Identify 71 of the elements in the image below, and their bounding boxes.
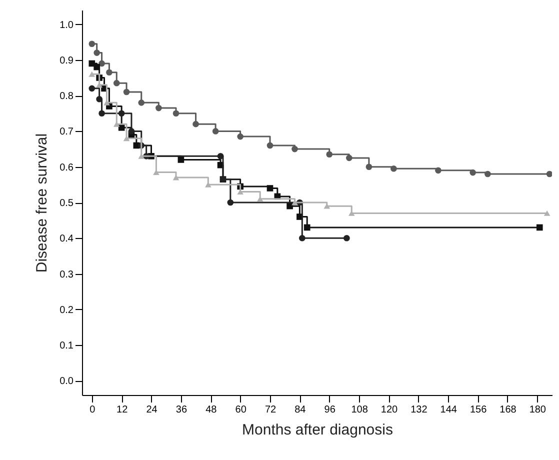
point: [178, 156, 184, 163]
point: [94, 64, 100, 70]
point: [346, 154, 352, 162]
point: [113, 80, 120, 86]
point: [192, 120, 199, 128]
y-tick-label: 0.0: [60, 376, 74, 388]
point: [88, 85, 96, 92]
point: [344, 234, 350, 242]
x-axis-title: Months after diagnosis: [242, 422, 393, 438]
point: [256, 196, 264, 202]
y-tick-label: 0.6: [60, 162, 74, 174]
x-tick-label: 84: [294, 404, 306, 416]
point: [326, 151, 333, 158]
point: [366, 164, 372, 170]
y-tick-label: 1.0: [60, 20, 74, 31]
x-tick-label: 24: [146, 404, 158, 416]
point: [88, 40, 96, 48]
point: [298, 234, 306, 242]
point: [546, 170, 552, 178]
point: [88, 71, 96, 77]
point: [536, 224, 543, 231]
x-tick-label: 60: [235, 404, 247, 416]
x-tick-label: 96: [324, 404, 336, 416]
point: [123, 88, 130, 96]
y-tick-label: 0.2: [60, 304, 74, 316]
x-tick-label: 144: [440, 404, 458, 416]
point: [212, 128, 219, 134]
point: [106, 69, 112, 76]
point: [470, 169, 476, 176]
y-tick-label: 0.3: [60, 269, 74, 280]
y-tick-label: 0.5: [60, 198, 74, 209]
x-tick-label: 156: [470, 404, 488, 416]
point: [544, 210, 550, 216]
point: [390, 165, 397, 172]
point: [237, 133, 244, 140]
x-tick-label: 12: [116, 404, 128, 416]
x-tick-label: 168: [500, 404, 517, 416]
point: [324, 203, 330, 209]
point: [217, 153, 224, 160]
x-tick-label: 36: [176, 404, 188, 416]
y-tick-label: 0.8: [60, 91, 74, 102]
x-tick-label: 72: [264, 404, 276, 416]
point: [304, 224, 310, 231]
point: [128, 128, 135, 134]
y-tick-label: 0.4: [60, 234, 74, 245]
point: [435, 167, 442, 174]
point: [172, 110, 180, 117]
point: [227, 199, 234, 206]
point: [98, 110, 105, 117]
point: [172, 174, 180, 180]
y-tick-label: 0.7: [60, 126, 74, 138]
point: [118, 110, 125, 117]
point: [96, 96, 102, 102]
point: [266, 185, 274, 192]
y-axis-title: Disease free survival: [34, 133, 51, 273]
point: [98, 60, 105, 67]
x-tick-label: 180: [529, 404, 546, 416]
point: [94, 50, 100, 56]
x-tick-label: 0: [90, 404, 96, 416]
x-tick-label: 108: [351, 404, 368, 416]
x-tick-label: 120: [380, 404, 398, 416]
point: [138, 100, 145, 106]
point: [156, 104, 162, 112]
x-tick-label: 48: [206, 404, 218, 416]
point: [292, 146, 298, 152]
point: [484, 170, 491, 178]
x-tick-label: 132: [410, 404, 428, 416]
point: [123, 136, 130, 142]
y-tick-label: 0.9: [60, 55, 74, 66]
point: [266, 142, 274, 149]
y-tick-label: 0.1: [60, 340, 74, 352]
